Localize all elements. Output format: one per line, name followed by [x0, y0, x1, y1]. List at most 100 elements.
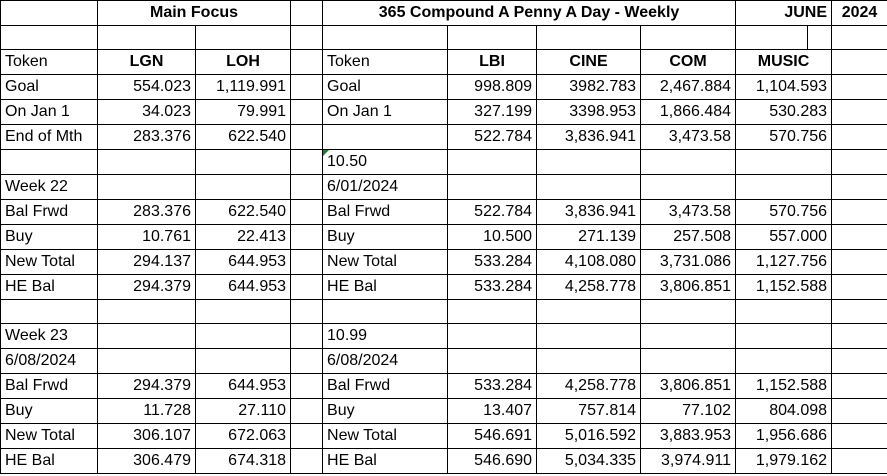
- value-cell[interactable]: 3,806.851: [640, 373, 737, 399]
- cell[interactable]: [290, 448, 324, 474]
- cell[interactable]: [290, 373, 324, 399]
- value-cell[interactable]: 283.376: [97, 124, 196, 150]
- month-header[interactable]: JUNE: [735, 0, 833, 26]
- cell[interactable]: [447, 323, 538, 349]
- row-label[interactable]: [322, 124, 449, 150]
- cell[interactable]: [536, 323, 642, 349]
- value-cell[interactable]: 27.110: [194, 398, 292, 424]
- cell[interactable]: [831, 348, 887, 374]
- cell[interactable]: [97, 174, 196, 200]
- value-cell[interactable]: 3,836.941: [536, 199, 642, 225]
- value-cell[interactable]: 13.407: [447, 398, 538, 424]
- cell[interactable]: [536, 174, 642, 200]
- value-cell[interactable]: 644.953: [194, 274, 292, 300]
- value-cell[interactable]: 2,467.884: [640, 74, 737, 100]
- cell[interactable]: [640, 348, 737, 374]
- row-label[interactable]: On Jan 1: [322, 99, 449, 125]
- value-cell[interactable]: 1,119.991: [194, 74, 292, 100]
- value-cell[interactable]: 22.413: [194, 224, 292, 250]
- value-cell[interactable]: 570.756: [735, 199, 833, 225]
- cell[interactable]: [290, 49, 324, 75]
- row-label[interactable]: Buy: [322, 398, 449, 424]
- main-focus-header[interactable]: Main Focus: [96, 0, 292, 26]
- cell[interactable]: [831, 199, 887, 225]
- cell[interactable]: [831, 49, 887, 75]
- week-label[interactable]: Week 22: [0, 174, 98, 200]
- value-cell[interactable]: 4,108.080: [536, 249, 642, 275]
- value-cell[interactable]: 11.728: [97, 398, 196, 424]
- value-cell[interactable]: 672.063: [194, 423, 292, 449]
- row-label[interactable]: Bal Frwd: [322, 373, 449, 399]
- cell[interactable]: [536, 348, 642, 374]
- cell[interactable]: [290, 99, 324, 125]
- value-cell[interactable]: 306.107: [97, 423, 196, 449]
- value-cell[interactable]: 522.784: [447, 199, 538, 225]
- cell[interactable]: [735, 149, 833, 175]
- row-label[interactable]: Buy: [0, 224, 98, 250]
- cell[interactable]: [831, 174, 887, 200]
- cell[interactable]: [831, 25, 887, 50]
- value-cell[interactable]: 77.102: [640, 398, 737, 424]
- value-cell[interactable]: 306.479: [97, 448, 196, 474]
- cell[interactable]: [290, 199, 324, 225]
- row-label[interactable]: New Total: [0, 423, 98, 449]
- value-cell[interactable]: 294.379: [97, 274, 196, 300]
- row-label[interactable]: Buy: [322, 224, 449, 250]
- cell[interactable]: [640, 174, 737, 200]
- token-label-right[interactable]: Token: [322, 49, 449, 75]
- value-cell[interactable]: 3,974.911: [640, 448, 737, 474]
- cell[interactable]: [97, 348, 196, 374]
- cell[interactable]: [290, 348, 324, 374]
- value-cell[interactable]: 3398.953: [536, 99, 642, 125]
- token-cine[interactable]: CINE: [536, 49, 642, 75]
- value-cell[interactable]: 3,806.851: [640, 274, 737, 300]
- token-label-left[interactable]: Token: [0, 49, 98, 75]
- value-cell[interactable]: 283.376: [97, 199, 196, 225]
- value-cell[interactable]: 557.000: [735, 224, 833, 250]
- value-cell[interactable]: 546.691: [447, 423, 538, 449]
- value-cell[interactable]: 533.284: [447, 249, 538, 275]
- row-label[interactable]: Goal: [0, 74, 98, 100]
- cell[interactable]: [735, 323, 833, 349]
- cell[interactable]: [807, 25, 833, 50]
- value-cell[interactable]: 1,956.686: [735, 423, 833, 449]
- cell[interactable]: [831, 149, 887, 175]
- cell[interactable]: [447, 299, 538, 324]
- cell[interactable]: [831, 398, 887, 424]
- cell[interactable]: [290, 274, 324, 300]
- row-label[interactable]: Bal Frwd: [0, 373, 98, 399]
- cell[interactable]: [322, 25, 449, 50]
- value-cell[interactable]: 533.284: [447, 274, 538, 300]
- cell[interactable]: [447, 149, 538, 175]
- cell[interactable]: [831, 448, 887, 474]
- token-music[interactable]: MUSIC: [735, 49, 833, 75]
- cell[interactable]: [831, 224, 887, 250]
- cell[interactable]: [0, 299, 98, 324]
- row-label[interactable]: HE Bal: [0, 274, 98, 300]
- cell[interactable]: [536, 25, 642, 50]
- value-cell[interactable]: 522.784: [447, 124, 538, 150]
- token-lbi[interactable]: LBI: [447, 49, 538, 75]
- value-cell[interactable]: 644.953: [194, 373, 292, 399]
- row-label[interactable]: HE Bal: [322, 448, 449, 474]
- value-cell[interactable]: 3,883.953: [640, 423, 737, 449]
- value-cell[interactable]: 1,152.588: [735, 274, 833, 300]
- value-cell[interactable]: 622.540: [194, 199, 292, 225]
- cell[interactable]: [290, 174, 324, 200]
- rate-cell[interactable]: 10.99: [322, 323, 449, 349]
- cell[interactable]: [831, 274, 887, 300]
- value-cell[interactable]: 530.283: [735, 99, 833, 125]
- cell[interactable]: [831, 373, 887, 399]
- value-cell[interactable]: 644.953: [194, 249, 292, 275]
- cell[interactable]: [290, 25, 324, 50]
- value-cell[interactable]: 34.023: [97, 99, 196, 125]
- row-label[interactable]: HE Bal: [322, 274, 449, 300]
- cell[interactable]: [97, 149, 196, 175]
- cell[interactable]: [0, 149, 98, 175]
- value-cell[interactable]: 757.814: [536, 398, 642, 424]
- cell[interactable]: [640, 323, 737, 349]
- cell[interactable]: [290, 74, 324, 100]
- date-cell[interactable]: 6/08/2024: [0, 348, 98, 374]
- cell[interactable]: [735, 174, 833, 200]
- cell[interactable]: [831, 99, 887, 125]
